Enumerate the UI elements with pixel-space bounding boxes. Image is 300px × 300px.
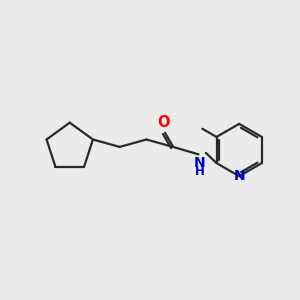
Text: O: O <box>157 115 170 130</box>
Text: H: H <box>195 165 205 178</box>
Text: N: N <box>233 169 245 183</box>
Text: N: N <box>194 156 206 170</box>
